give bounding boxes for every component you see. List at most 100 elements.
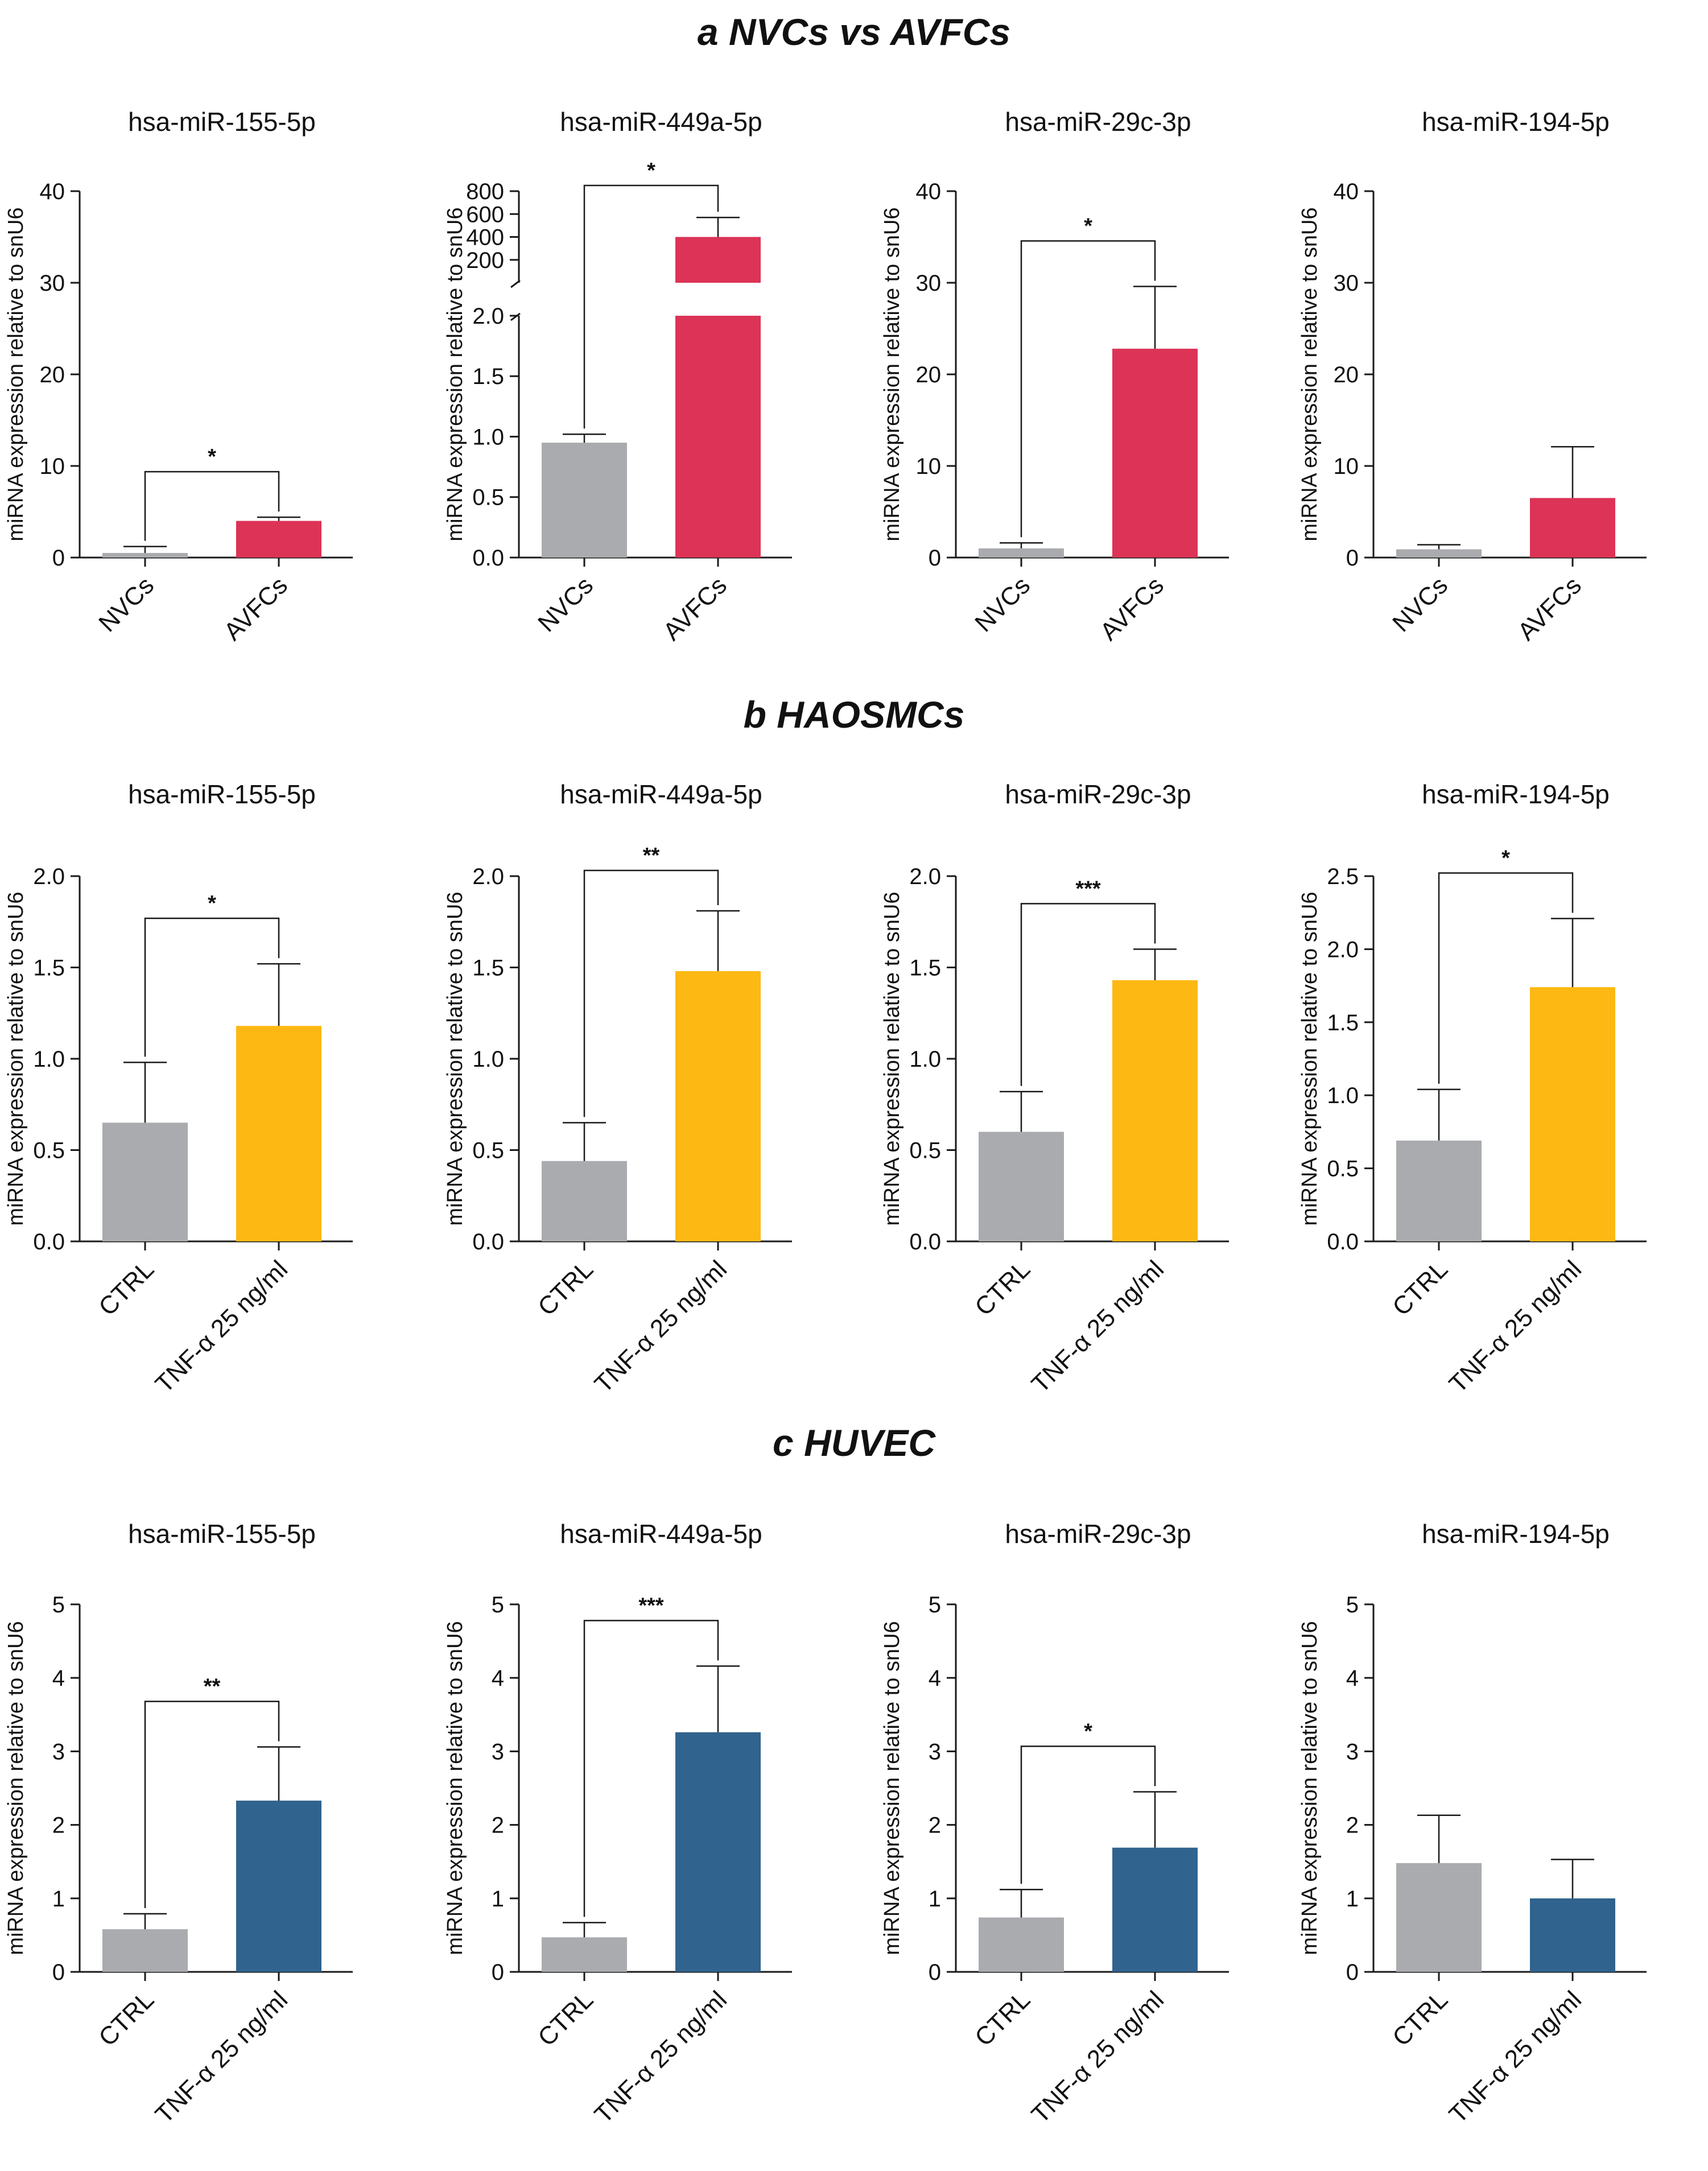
y-axis-label: miRNA expression relative to snU6 — [443, 891, 467, 1225]
chart-title: hsa-miR-29c-3p — [1005, 107, 1191, 137]
significance-bracket — [583, 1620, 719, 1917]
y-tick-label: 3 — [929, 1739, 941, 1764]
bar-lower-segment — [675, 315, 761, 558]
y-tick-label: 5 — [52, 1592, 65, 1617]
x-tick-label: AVFCs — [1095, 571, 1169, 646]
y-tick-label: 4 — [492, 1666, 504, 1691]
significance-label: * — [208, 445, 216, 469]
x-tick-label: AVFCs — [218, 571, 293, 646]
x-tick-label: NVCs — [533, 571, 599, 637]
bar — [675, 1732, 761, 1972]
y-tick-label: 10 — [40, 454, 65, 479]
significance-label: ** — [204, 1675, 221, 1699]
y-tick-label: 30 — [1334, 271, 1359, 296]
significance-bracket — [1438, 872, 1574, 1084]
y-tick-label: 2.0 — [1327, 937, 1359, 962]
bar-chart-a-3: hsa-miR-29c-3p miRNA expression relative … — [880, 107, 1229, 646]
y-axis-label: miRNA expression relative to snU6 — [4, 891, 28, 1225]
bar — [979, 1917, 1064, 1972]
bar — [542, 443, 627, 558]
significance-label: *** — [1075, 877, 1101, 901]
bar — [1112, 1847, 1198, 1972]
chart-title: hsa-miR-449a-5p — [560, 107, 762, 137]
y-tick-label: 1 — [52, 1887, 65, 1912]
bar — [675, 971, 761, 1241]
axis-break-mark — [510, 279, 521, 288]
bar — [675, 237, 761, 283]
y-tick-label: 1.5 — [472, 364, 504, 389]
y-tick-label: 1.0 — [909, 1047, 941, 1072]
chart-title: hsa-miR-155-5p — [128, 779, 316, 809]
y-tick-label: 0 — [929, 546, 941, 571]
bar — [1396, 1863, 1482, 1972]
y-axis-label: miRNA expression relative to snU6 — [880, 207, 904, 541]
x-tick-label: NVCs — [93, 571, 159, 637]
bar-chart-b-4: hsa-miR-194-5p miRNA expression relative … — [1298, 779, 1647, 1398]
y-tick-label: 2 — [1346, 1813, 1359, 1838]
y-axis-label: miRNA expression relative to snU6 — [4, 1621, 28, 1955]
bar — [236, 1800, 321, 1972]
x-tick-label: CTRL — [969, 1255, 1035, 1321]
chart-title: hsa-miR-449a-5p — [560, 1519, 762, 1549]
y-tick-label: 30 — [916, 271, 942, 296]
bar-chart-a-2: hsa-miR-449a-5p miRNA expression relative… — [443, 107, 792, 646]
significance-bracket — [1020, 240, 1156, 538]
bar — [542, 1161, 627, 1241]
y-tick-label: 4 — [1346, 1666, 1359, 1691]
bar — [1396, 1140, 1482, 1241]
y-tick-label: 5 — [929, 1592, 941, 1617]
x-tick-label: NVCs — [969, 571, 1035, 637]
y-tick-label: 0.0 — [472, 1229, 504, 1254]
y-tick-label: 0.0 — [472, 546, 504, 571]
significance-label: * — [1501, 846, 1510, 870]
bar-chart-c-1: hsa-miR-155-5p miRNA expression relative … — [4, 1519, 353, 2129]
y-tick-label: 0 — [52, 546, 65, 571]
significance-bracket — [144, 470, 280, 541]
y-axis-label: miRNA expression relative to snU6 — [1298, 1621, 1322, 1955]
y-tick-label: 2 — [492, 1813, 504, 1838]
x-tick-label: CTRL — [1387, 1255, 1453, 1321]
y-tick-label: 5 — [1346, 1592, 1359, 1617]
x-tick-label: CTRL — [93, 1255, 159, 1321]
y-tick-label: 20 — [40, 362, 65, 387]
x-tick-label: CTRL — [93, 1986, 159, 2052]
y-tick-label: 3 — [1346, 1739, 1359, 1764]
x-tick-label: TNF-α 25 ng/ml — [150, 1986, 293, 2128]
y-tick-label: 0.5 — [472, 485, 504, 510]
significance-bracket — [144, 1701, 280, 1908]
y-tick-label: 0.5 — [33, 1138, 65, 1163]
x-tick-label: TNF-α 25 ng/ml — [150, 1255, 293, 1398]
y-tick-label: 200 — [466, 248, 504, 273]
significance-bracket — [144, 917, 280, 1057]
y-axis-label: miRNA expression relative to snU6 — [443, 1621, 467, 1955]
significance-bracket — [583, 184, 719, 429]
y-tick-label: 20 — [1334, 362, 1359, 387]
bar — [236, 521, 321, 558]
x-tick-label: TNF-α 25 ng/ml — [1026, 1986, 1169, 2128]
y-axis-label: miRNA expression relative to snU6 — [1298, 891, 1322, 1225]
bar — [1530, 1898, 1615, 1972]
y-tick-label: 2.0 — [472, 304, 504, 329]
bar-chart-b-1: hsa-miR-155-5p miRNA expression relative … — [4, 779, 353, 1398]
significance-bracket — [1020, 1745, 1156, 1884]
y-axis-label: miRNA expression relative to snU6 — [880, 891, 904, 1225]
y-tick-label: 0.5 — [472, 1138, 504, 1163]
significance-label: *** — [638, 1594, 664, 1618]
y-tick-label: 10 — [916, 454, 942, 479]
significance-bracket — [583, 869, 719, 1117]
chart-title: hsa-miR-29c-3p — [1005, 779, 1191, 809]
x-tick-label: TNF-α 25 ng/ml — [1444, 1986, 1587, 2128]
y-axis-label: miRNA expression relative to snU6 — [443, 207, 467, 541]
y-tick-label: 2.0 — [909, 864, 941, 889]
y-tick-label: 1.5 — [909, 956, 941, 981]
y-tick-label: 1 — [1346, 1887, 1359, 1912]
y-tick-label: 1 — [929, 1887, 941, 1912]
y-tick-label: 3 — [492, 1739, 504, 1764]
y-tick-label: 2.0 — [472, 864, 504, 889]
bar — [1112, 348, 1198, 558]
x-tick-label: TNF-α 25 ng/ml — [1444, 1255, 1587, 1398]
y-tick-label: 2.0 — [33, 864, 65, 889]
y-tick-label: 0 — [1346, 546, 1359, 571]
bar — [1530, 498, 1615, 558]
